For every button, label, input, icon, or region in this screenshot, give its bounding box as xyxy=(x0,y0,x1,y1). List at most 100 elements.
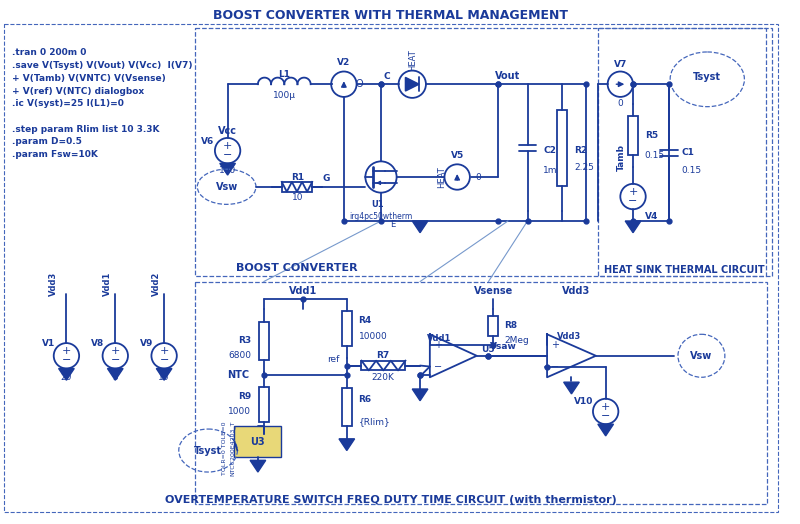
Text: 6800: 6800 xyxy=(228,351,251,361)
Text: + V(Tamb) V(VNTC) V(Vsense): + V(Tamb) V(VNTC) V(Vsense) xyxy=(12,74,166,83)
Text: G: G xyxy=(322,174,330,183)
Bar xyxy=(195,28,766,276)
Text: ref: ref xyxy=(327,355,340,364)
Text: −: − xyxy=(434,362,442,372)
Polygon shape xyxy=(412,389,428,401)
Text: NTCC200E4203_T: NTCC200E4203_T xyxy=(230,421,235,476)
Text: V4: V4 xyxy=(645,212,658,221)
Text: Vdd3: Vdd3 xyxy=(50,272,58,296)
Text: .param D=0.5: .param D=0.5 xyxy=(12,137,82,146)
Text: L1: L1 xyxy=(278,70,290,79)
Text: C2: C2 xyxy=(543,146,556,155)
Text: .tran 0 200m 0: .tran 0 200m 0 xyxy=(12,48,86,58)
Bar xyxy=(259,387,269,422)
Text: R1: R1 xyxy=(291,172,305,181)
Text: 0: 0 xyxy=(618,99,623,108)
Text: Vdd1: Vdd1 xyxy=(103,272,112,296)
Text: +: + xyxy=(159,346,169,356)
Bar xyxy=(259,322,269,359)
Text: BOOST CONVERTER: BOOST CONVERTER xyxy=(237,263,358,273)
Text: +: + xyxy=(223,141,232,151)
Text: HEAT: HEAT xyxy=(437,166,446,188)
Bar xyxy=(598,28,772,276)
Text: + V(ref) V(NTC) dialogbox: + V(ref) V(NTC) dialogbox xyxy=(12,86,144,95)
Text: Vdd1: Vdd1 xyxy=(427,334,452,343)
Text: +: + xyxy=(62,346,71,356)
Bar xyxy=(234,426,282,457)
Bar xyxy=(195,281,767,504)
Text: V6: V6 xyxy=(201,137,214,146)
Text: V5: V5 xyxy=(450,151,464,160)
Text: +: + xyxy=(110,346,120,356)
Text: 100: 100 xyxy=(219,166,236,174)
Text: {Rlim}: {Rlim} xyxy=(358,417,390,425)
Text: −: − xyxy=(110,355,120,365)
Polygon shape xyxy=(626,221,641,233)
Text: 0.15: 0.15 xyxy=(682,166,702,174)
Text: .save V(Tsyst) V(Vout) V(Vcc)  I(V7): .save V(Tsyst) V(Vout) V(Vcc) I(V7) xyxy=(12,61,192,70)
Text: Vdd3: Vdd3 xyxy=(562,286,590,296)
Polygon shape xyxy=(564,382,579,394)
Bar xyxy=(362,361,406,370)
Polygon shape xyxy=(250,460,266,472)
Text: 1000: 1000 xyxy=(228,407,251,416)
Text: C: C xyxy=(384,72,390,81)
Text: O: O xyxy=(356,79,363,89)
Text: 5: 5 xyxy=(112,373,118,382)
Bar xyxy=(342,388,352,426)
Text: R3: R3 xyxy=(238,336,251,345)
Bar xyxy=(282,182,312,192)
Text: −: − xyxy=(628,196,638,206)
Text: R5: R5 xyxy=(645,132,658,140)
Text: Vdd3: Vdd3 xyxy=(557,332,581,341)
Text: .step param Rlim list 10 3.3K: .step param Rlim list 10 3.3K xyxy=(12,125,159,134)
Text: V8: V8 xyxy=(91,339,105,347)
Text: R4: R4 xyxy=(358,316,372,325)
Text: R7: R7 xyxy=(376,351,390,361)
Text: −: − xyxy=(159,355,169,365)
Text: 15: 15 xyxy=(158,373,170,382)
Text: +: + xyxy=(601,402,610,412)
Text: −: − xyxy=(223,150,232,160)
Text: 1m: 1m xyxy=(543,166,558,174)
Text: Vdd1: Vdd1 xyxy=(289,286,317,296)
Polygon shape xyxy=(339,439,354,451)
Text: +: + xyxy=(551,340,559,350)
Text: TOLR=0 TOLB=0: TOLR=0 TOLB=0 xyxy=(222,422,227,475)
Text: Vsense: Vsense xyxy=(474,286,513,296)
Bar xyxy=(557,110,566,186)
Polygon shape xyxy=(598,424,614,436)
Text: V10: V10 xyxy=(574,397,593,406)
Polygon shape xyxy=(220,163,235,175)
Text: 100μ: 100μ xyxy=(273,91,296,101)
Polygon shape xyxy=(256,434,271,445)
Text: HEAT SINK THERMAL CIRCUIT: HEAT SINK THERMAL CIRCUIT xyxy=(604,265,764,275)
Text: R8: R8 xyxy=(504,321,518,330)
Text: NTC: NTC xyxy=(227,370,249,380)
Text: BOOST CONVERTER WITH THERMAL MANAGEMENT: BOOST CONVERTER WITH THERMAL MANAGEMENT xyxy=(214,9,568,23)
Text: 20: 20 xyxy=(61,373,72,382)
Text: −: − xyxy=(62,355,71,365)
Text: .param Fsw=10K: .param Fsw=10K xyxy=(12,150,98,159)
Text: 0.15: 0.15 xyxy=(645,151,665,160)
Bar xyxy=(234,426,282,457)
Text: 2.25: 2.25 xyxy=(574,163,594,172)
Text: U5: U5 xyxy=(481,345,494,354)
Text: .ic V(syst)=25 I(L1)=0: .ic V(syst)=25 I(L1)=0 xyxy=(12,99,123,108)
Polygon shape xyxy=(406,78,419,91)
Text: 10: 10 xyxy=(292,193,304,202)
Bar xyxy=(489,316,498,336)
Text: R9: R9 xyxy=(238,392,251,401)
Text: Tamb: Tamb xyxy=(617,144,626,171)
Text: Vcc: Vcc xyxy=(218,126,237,136)
Text: V7: V7 xyxy=(614,60,627,69)
Text: R2: R2 xyxy=(574,146,587,155)
Text: C1: C1 xyxy=(682,148,694,157)
Text: −: − xyxy=(551,362,559,372)
Text: Tsyst: Tsyst xyxy=(694,72,722,82)
Text: 0: 0 xyxy=(476,172,482,181)
Text: Tsyst: Tsyst xyxy=(194,445,222,455)
Text: 220K: 220K xyxy=(371,373,394,382)
Text: OVERTEMPERATURE SWITCH FREQ DUTY TIME CIRCUIT (with thermistor): OVERTEMPERATURE SWITCH FREQ DUTY TIME CI… xyxy=(165,495,617,505)
Polygon shape xyxy=(107,368,123,380)
